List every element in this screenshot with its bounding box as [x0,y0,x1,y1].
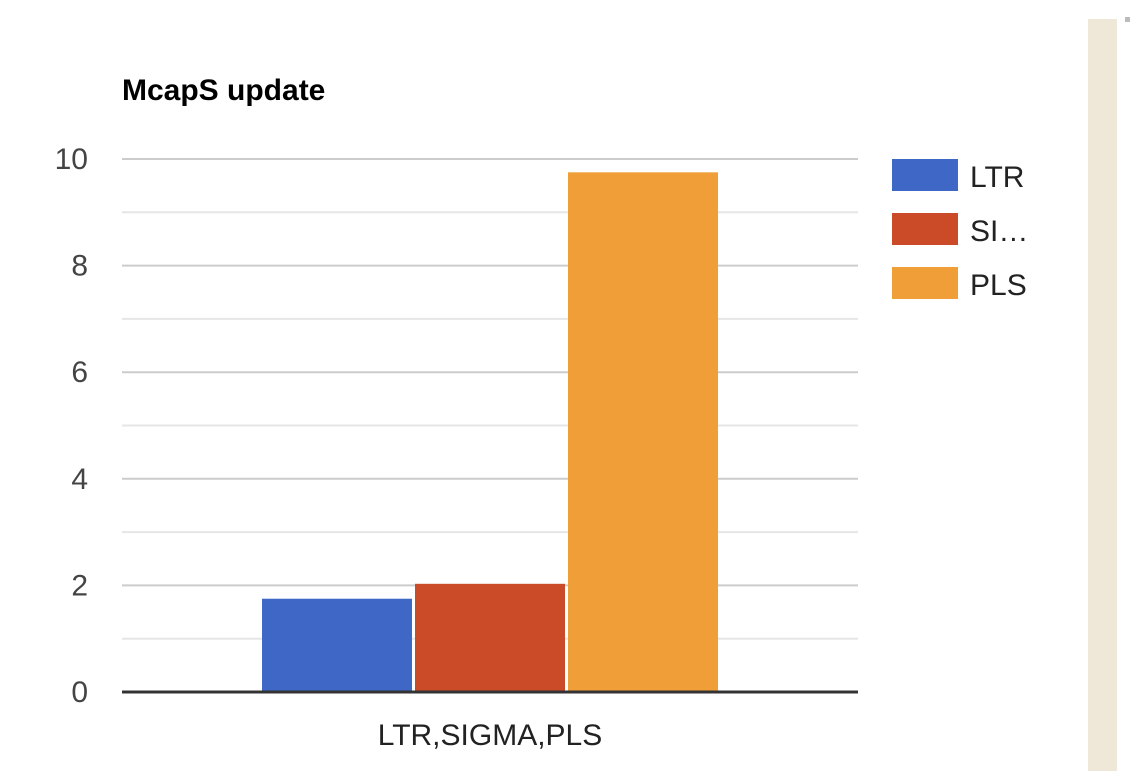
y-tick-label: 4 [71,463,88,496]
bar-ltr[interactable] [262,598,412,692]
bar-pls[interactable] [568,172,718,692]
legend-label-pls[interactable]: PLS [970,269,1027,302]
legend-swatch-ltr [892,159,958,191]
y-tick-label: 8 [71,250,88,283]
legend-label-ltr[interactable]: LTR [970,161,1024,194]
y-tick-label: 2 [71,569,88,602]
y-tick-label: 10 [55,143,88,176]
gridlines [122,158,858,640]
legend-label-sigma[interactable]: SI… [970,215,1028,248]
bars [262,172,718,692]
legend-swatch-sigma [892,213,958,245]
y-tick-label: 6 [71,356,88,389]
x-axis-categories: LTR,SIGMA,PLS [378,719,603,752]
bar-sigma[interactable] [415,583,565,692]
side-panel-handle-icon[interactable] [1125,17,1130,22]
legend-swatch-pls [892,267,958,299]
chart-title: McapS update [122,74,325,107]
y-tick-label: 0 [71,676,88,709]
side-scroll-panel[interactable] [1088,19,1117,771]
x-category-label: LTR,SIGMA,PLS [378,719,603,752]
y-axis-ticks: 0 2 4 6 8 10 [55,143,88,709]
legend: LTR SI… PLS [892,159,1028,302]
